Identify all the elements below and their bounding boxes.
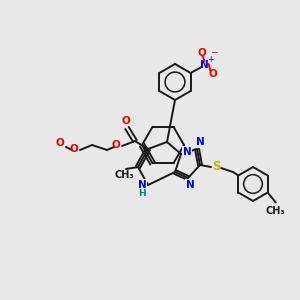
Text: O: O [208, 69, 217, 79]
Text: O: O [197, 48, 206, 58]
Text: O: O [112, 140, 120, 150]
Text: N: N [200, 60, 209, 70]
Text: O: O [122, 116, 130, 126]
Text: H: H [138, 188, 146, 197]
Text: +: + [207, 56, 214, 64]
Text: N: N [183, 147, 191, 157]
Text: −: − [210, 47, 217, 56]
Text: CH₃: CH₃ [266, 206, 286, 215]
Text: N: N [138, 180, 146, 190]
Text: CH₃: CH₃ [114, 170, 134, 180]
Text: O: O [55, 138, 64, 148]
Text: S: S [212, 160, 220, 173]
Text: N: N [196, 137, 204, 147]
Text: N: N [186, 180, 194, 190]
Text: O: O [70, 144, 78, 154]
